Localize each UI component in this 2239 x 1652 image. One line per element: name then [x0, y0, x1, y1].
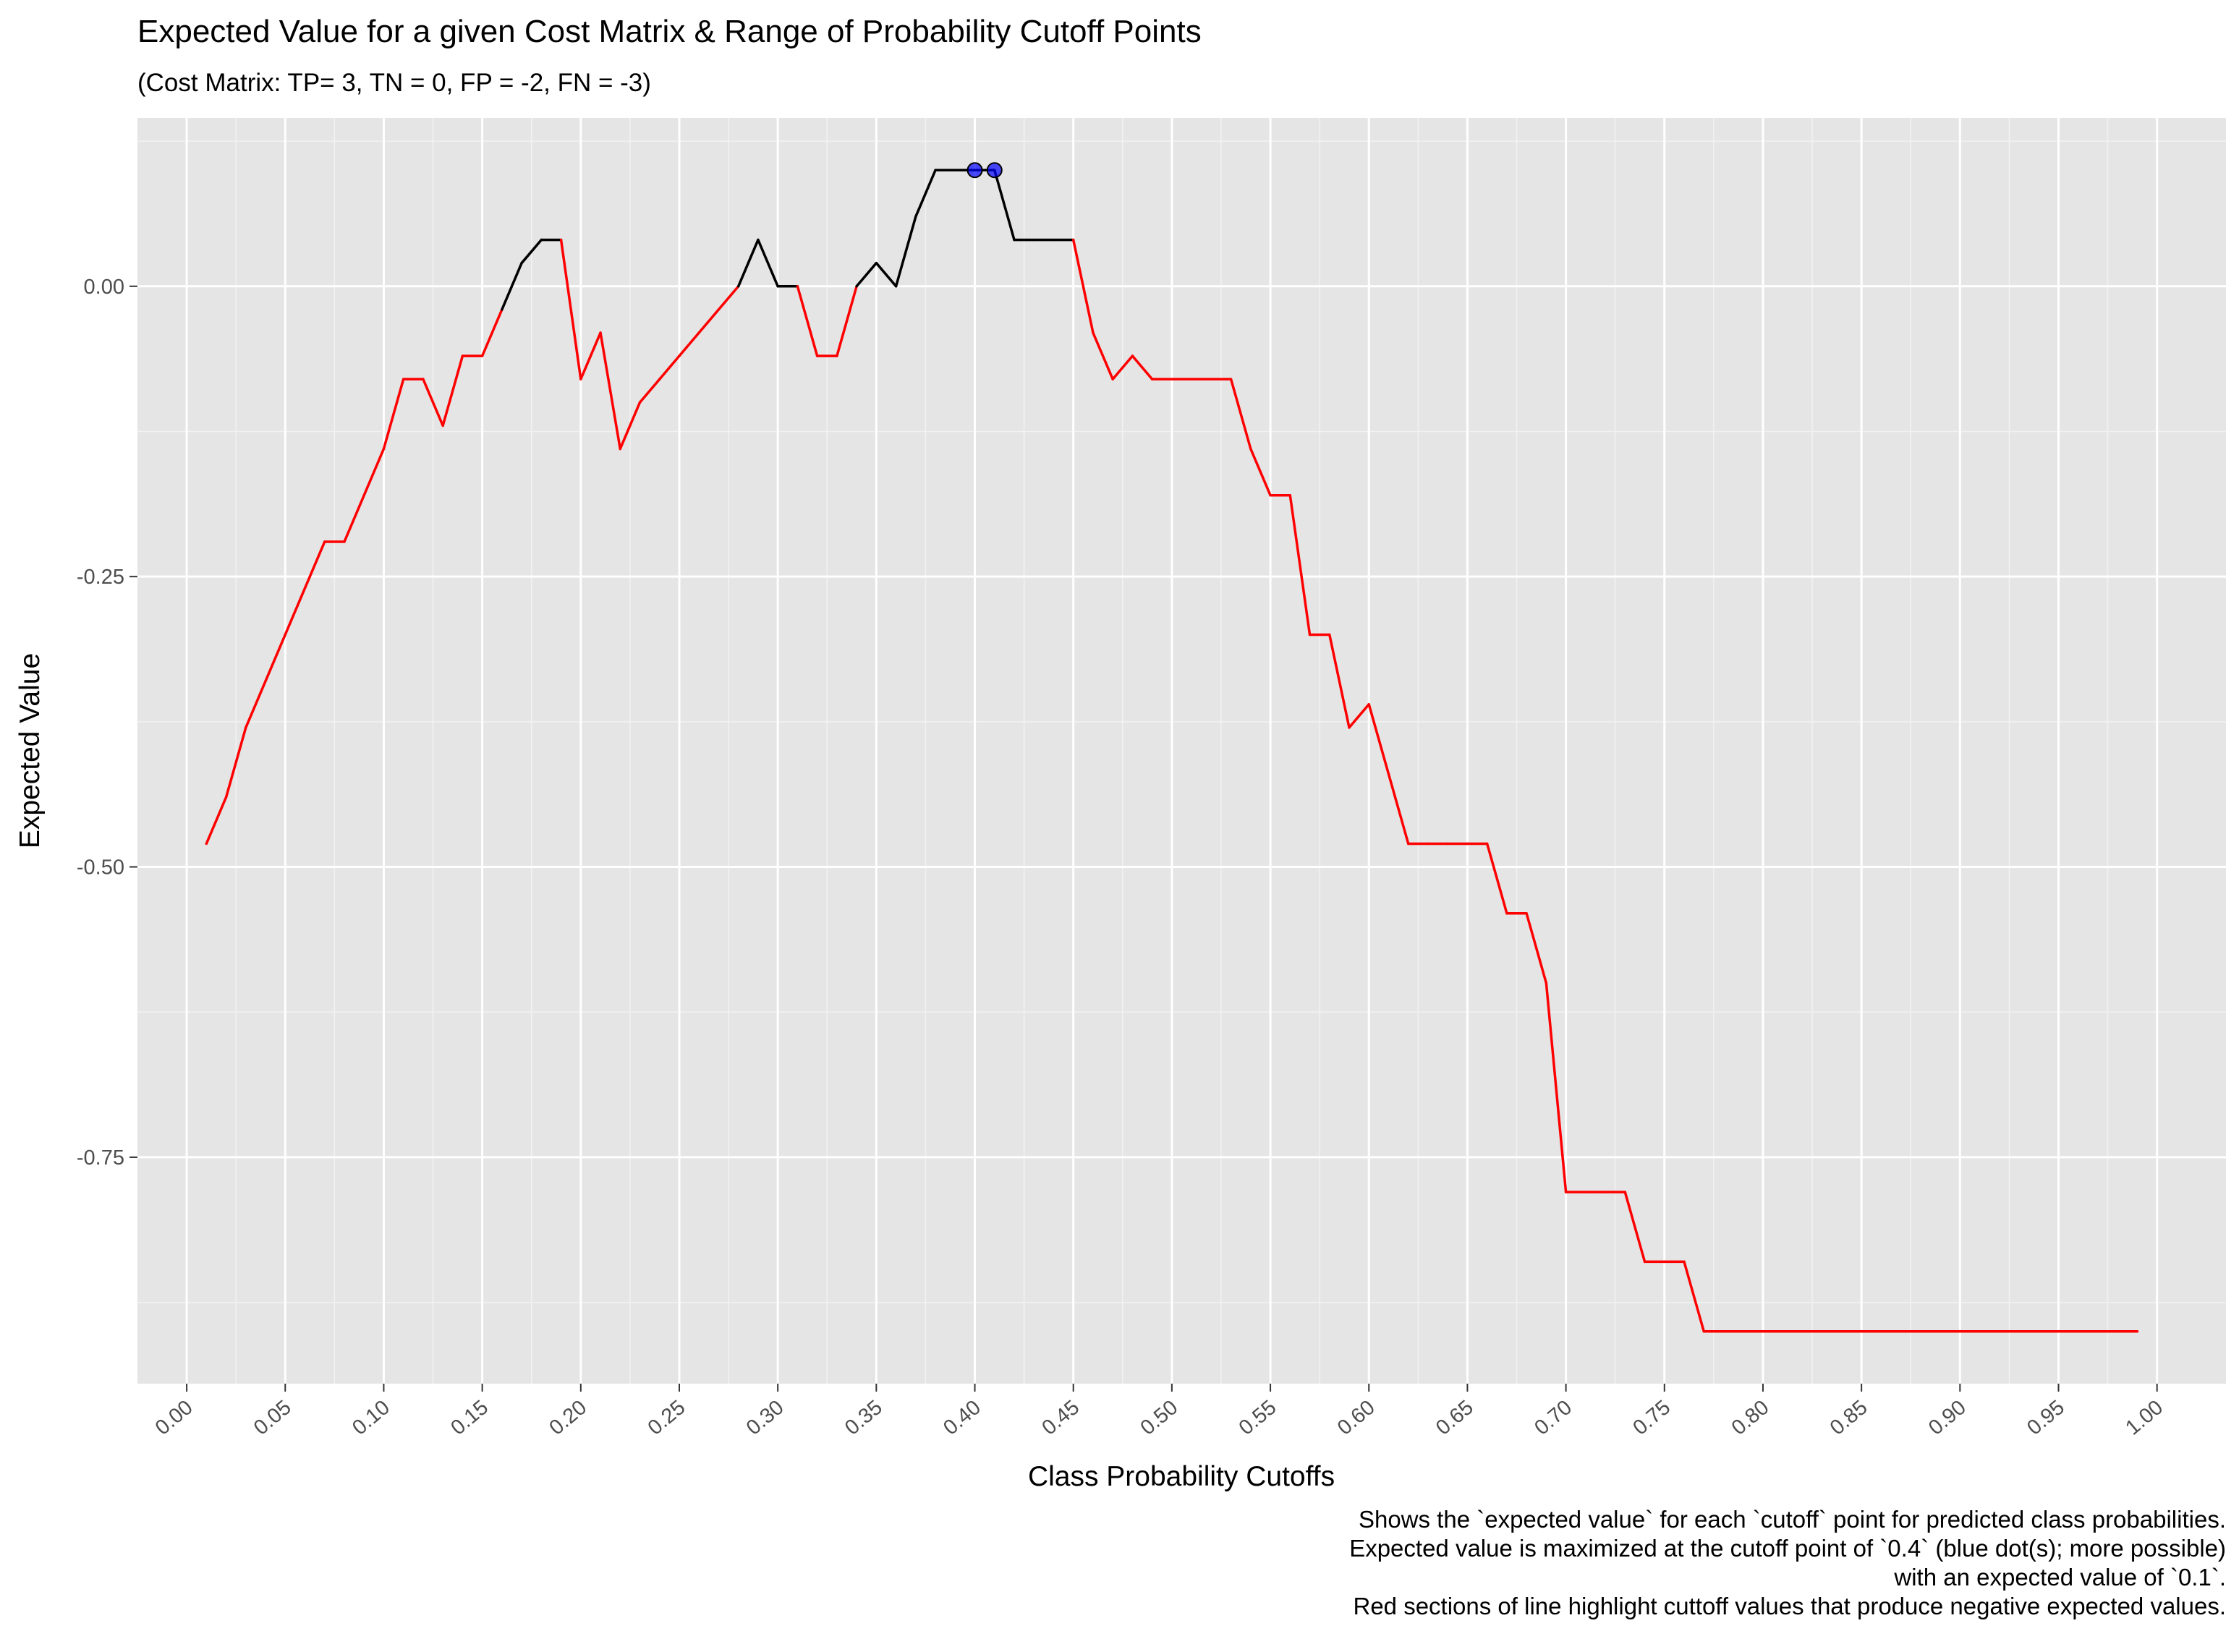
y-tick-label: -0.75	[77, 1146, 124, 1170]
x-tick-label: 0.20	[545, 1396, 591, 1440]
x-tick-label: 0.90	[1924, 1396, 1971, 1440]
y-axis: 0.00 -0.25 -0.50 -0.75	[77, 276, 137, 1170]
line-segment	[480, 308, 504, 357]
line-segment	[914, 169, 937, 218]
line-segment	[678, 331, 700, 357]
line-segment	[836, 285, 858, 357]
line-segment	[1348, 703, 1370, 729]
line-segment	[284, 587, 307, 636]
line-segment	[1071, 238, 1095, 334]
line-segment	[1288, 494, 1312, 636]
line-segment	[993, 169, 1016, 242]
plot-panel	[137, 118, 2226, 1384]
line-segment	[245, 679, 267, 729]
caption: Shows the `expected value` for each `cut…	[1349, 1506, 2226, 1619]
line-segment	[441, 354, 464, 427]
max-points	[966, 162, 1003, 179]
line-segment	[1131, 354, 1154, 380]
x-tick-label: 0.70	[1530, 1396, 1576, 1440]
x-tick-label: 0.15	[446, 1396, 493, 1440]
caption-line-2: Expected value is maximized at the cutof…	[1349, 1535, 2226, 1562]
line-segment	[1683, 1260, 1705, 1333]
chart-subtitle: (Cost Matrix: TP= 3, TN = 0, FP = -2, FN…	[137, 69, 651, 97]
x-tick-label: 0.00	[151, 1396, 197, 1440]
line-segment	[757, 238, 779, 288]
line-segment	[1249, 447, 1272, 497]
line-segment	[1328, 633, 1351, 729]
line-segment	[1387, 772, 1410, 846]
line-segment	[1092, 331, 1114, 380]
line-segment	[796, 285, 819, 357]
x-tick-label: 0.80	[1728, 1396, 1774, 1440]
y-tick-label: -0.25	[77, 566, 124, 589]
line-segment	[875, 261, 898, 288]
line-segment	[303, 540, 326, 589]
x-tick-label: 0.60	[1333, 1396, 1380, 1440]
line-segment	[559, 238, 582, 380]
x-tick-label: 0.75	[1628, 1396, 1675, 1440]
x-tick-label: 0.30	[742, 1396, 789, 1440]
line-segment	[501, 261, 523, 311]
line-segment	[717, 285, 740, 311]
line-segment	[520, 238, 543, 265]
max-point	[986, 162, 1003, 179]
y-tick-label: 0.00	[84, 276, 124, 299]
line-segment	[697, 308, 721, 334]
line-segment	[382, 378, 405, 451]
line-segment	[638, 378, 661, 404]
grid-major	[137, 118, 2226, 1384]
caption-line-3: with an expected value of `0.1`.	[1893, 1564, 2226, 1591]
caption-line-1: Shows the `expected value` for each `cut…	[1359, 1506, 2226, 1533]
line-segment	[658, 354, 681, 380]
line-segment	[579, 331, 602, 380]
line-segment	[205, 796, 228, 846]
line-segment	[1229, 378, 1252, 451]
line-segment	[1545, 982, 1568, 1193]
x-tick-label: 0.05	[250, 1396, 296, 1440]
caption-line-4: Red sections of line highlight cuttoff v…	[1354, 1593, 2227, 1619]
line-segment	[1111, 354, 1134, 380]
x-tick-label: 0.10	[348, 1396, 394, 1440]
x-tick-label: 0.85	[1826, 1396, 1872, 1440]
x-tick-label: 1.00	[2121, 1396, 2167, 1440]
line-segment	[1623, 1191, 1647, 1264]
expected-value-series	[205, 169, 2139, 1333]
x-tick-label: 0.55	[1235, 1396, 1281, 1440]
line-segment	[599, 331, 622, 451]
x-tick-label: 0.95	[2023, 1396, 2069, 1440]
x-tick-label: 0.40	[939, 1396, 985, 1440]
line-segment	[1485, 842, 1508, 915]
line-segment	[1525, 912, 1548, 984]
line-segment	[422, 378, 444, 427]
x-axis: 0.00 0.05 0.10 0.15 0.20 0.25 0.30 0.35 0.40 0.45…	[151, 1384, 2167, 1440]
x-tick-label: 0.65	[1432, 1396, 1478, 1440]
line-segment	[619, 401, 642, 451]
grid-minor	[137, 118, 2226, 1384]
line-segment	[1367, 703, 1390, 775]
line-segment	[264, 633, 287, 683]
line-segment	[736, 238, 760, 288]
x-tick-label: 0.25	[644, 1396, 690, 1440]
line-segment	[362, 447, 386, 497]
line-segment	[894, 215, 917, 288]
x-tick-label: 0.50	[1137, 1396, 1183, 1440]
line-segment	[855, 261, 878, 288]
y-tick-label: -0.50	[77, 856, 124, 880]
line-segment	[224, 726, 247, 799]
x-tick-label: 0.35	[841, 1396, 887, 1440]
y-axis-title: Expected Value	[14, 653, 46, 848]
line-segment	[343, 494, 365, 543]
max-point	[966, 162, 983, 179]
chart-title: Expected Value for a given Cost Matrix &…	[137, 14, 1202, 49]
x-axis-title: Class Probability Cutoffs	[1028, 1461, 1335, 1492]
x-tick-label: 0.45	[1037, 1396, 1084, 1440]
